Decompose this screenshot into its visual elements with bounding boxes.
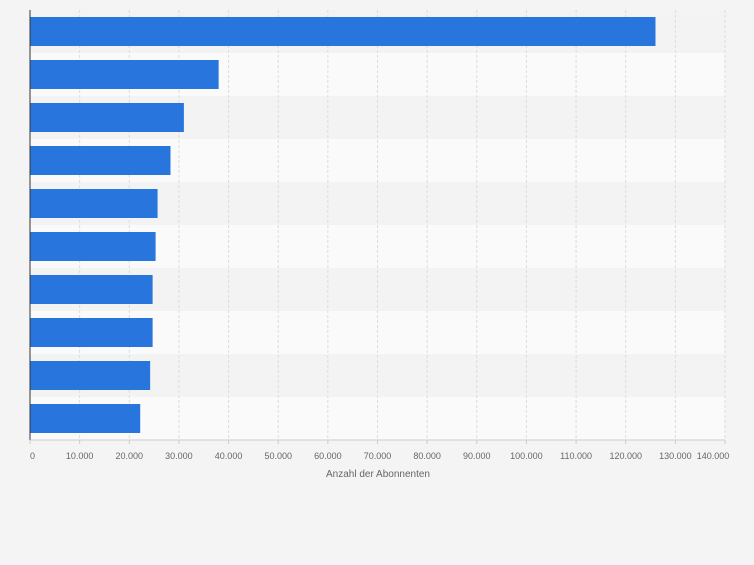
bar[interactable] (30, 232, 156, 261)
x-tick-label: 130.000 (659, 451, 692, 461)
x-tick-label: 50.000 (264, 451, 292, 461)
bar[interactable] (30, 275, 153, 304)
x-axis-title: Anzahl der Abonnenten (326, 469, 430, 480)
bar[interactable] (30, 60, 219, 89)
bar[interactable] (30, 146, 171, 175)
bar[interactable] (30, 361, 151, 390)
x-tick-label: 90.000 (463, 451, 491, 461)
x-tick-label: 110.000 (560, 451, 592, 461)
x-tick-label: 60.000 (314, 451, 342, 461)
x-tick-label: 20.000 (116, 451, 144, 461)
x-tick-labels: 0 10.000 20.000 30.000 40.000 50.000 60.000 70.… (29, 440, 730, 461)
x-tick-label: 120.000 (609, 451, 642, 461)
bar[interactable] (30, 189, 158, 218)
x-tick-label: 80.000 (413, 451, 441, 461)
x-tick-label: 40.000 (215, 451, 243, 461)
x-tick-label: 140.000 (697, 451, 730, 461)
bar[interactable] (30, 404, 141, 433)
bar[interactable] (30, 17, 656, 46)
x-tick-label: 70.000 (364, 451, 392, 461)
bar[interactable] (30, 318, 153, 347)
x-tick-label: 10.000 (66, 451, 94, 461)
bar[interactable] (30, 103, 184, 132)
bars (30, 17, 656, 433)
x-tick-label: 100.000 (510, 451, 543, 461)
x-tick-label: 0 (30, 451, 35, 461)
x-tick-label: 30.000 (165, 451, 193, 461)
